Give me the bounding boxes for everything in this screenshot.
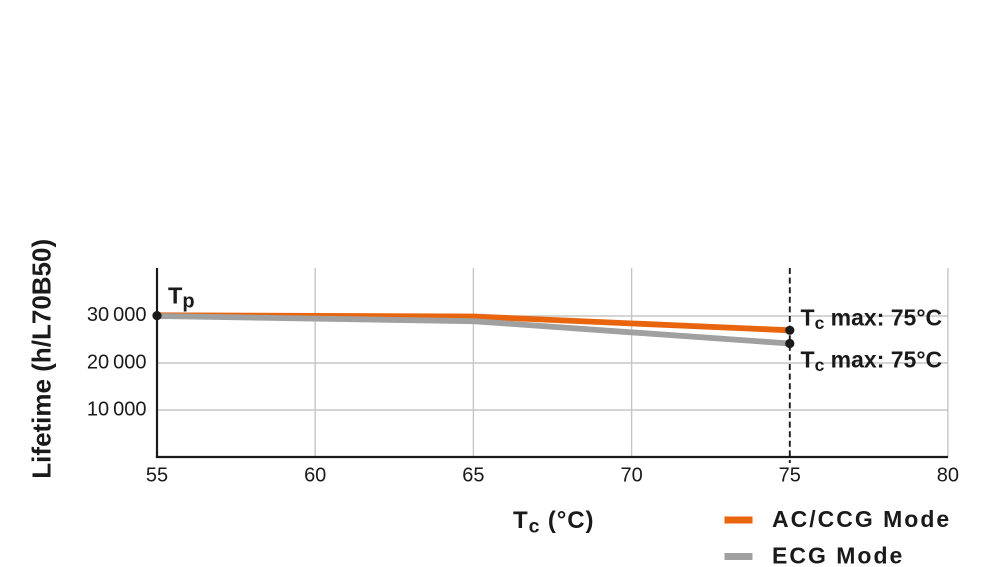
svg-text:55: 55 — [146, 465, 168, 487]
svg-text:Tc max: 75°C: Tc max: 75°C — [801, 347, 943, 376]
svg-text:AC/CCG Mode: AC/CCG Mode — [772, 506, 951, 532]
svg-text:20 000: 20 000 — [87, 351, 147, 373]
svg-text:ECG Mode: ECG Mode — [772, 543, 904, 567]
svg-text:65: 65 — [462, 465, 484, 487]
svg-text:80: 80 — [937, 465, 959, 487]
svg-text:Tc (°C): Tc (°C) — [513, 507, 594, 538]
svg-text:30 000: 30 000 — [87, 304, 147, 326]
svg-text:Tc max: 75°C: Tc max: 75°C — [801, 305, 943, 334]
svg-text:60: 60 — [304, 465, 326, 487]
svg-text:70: 70 — [620, 465, 642, 487]
svg-text:10 000: 10 000 — [87, 398, 147, 420]
svg-text:75: 75 — [779, 465, 801, 487]
svg-text:Lifetime (h/L70B50): Lifetime (h/L70B50) — [27, 239, 57, 479]
